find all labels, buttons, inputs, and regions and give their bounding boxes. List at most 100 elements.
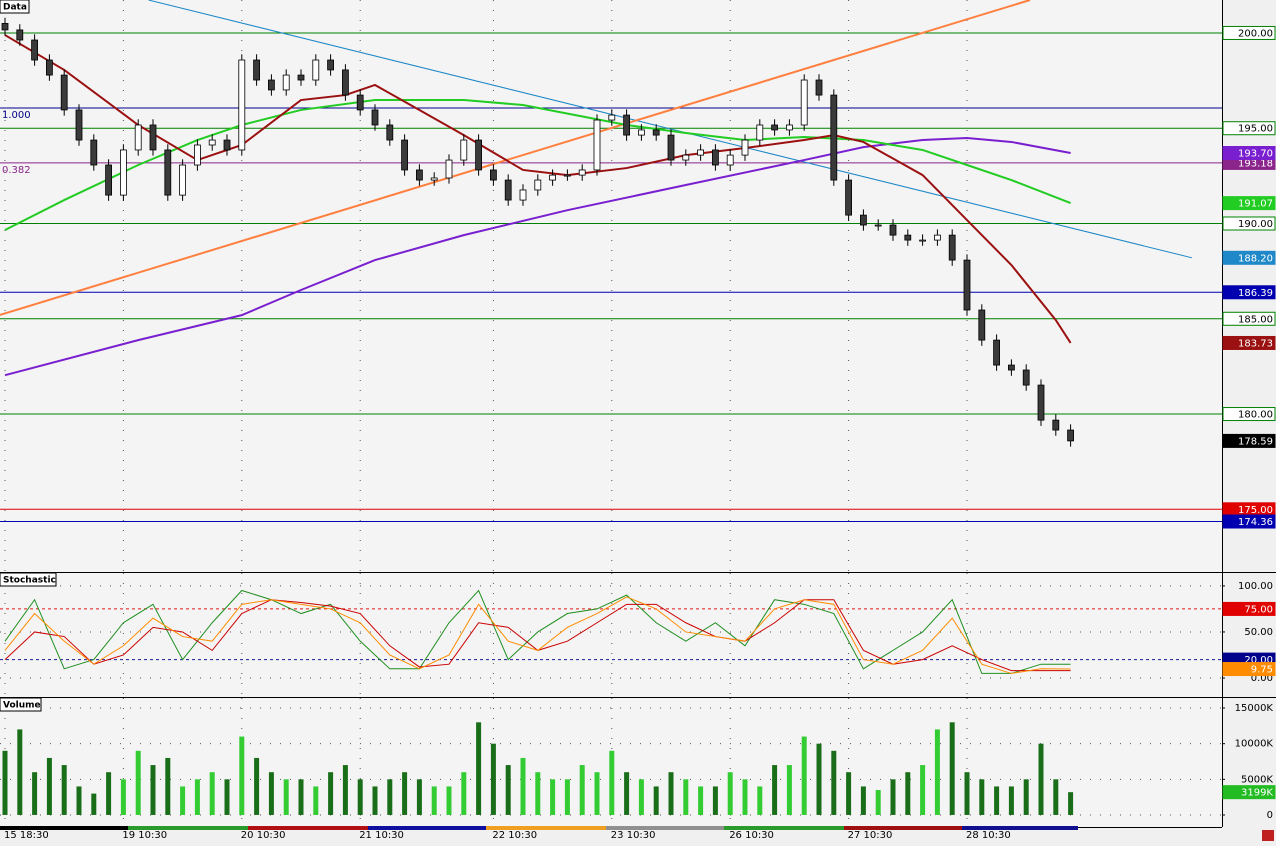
value-tag-label: 190.00 [1238,219,1273,230]
volume-bar [905,772,911,815]
stochastic-panel [0,573,1222,697]
value-tag [1222,514,1276,529]
volume-bar [476,722,482,815]
candle-body [549,174,556,181]
volume-bar [135,750,141,815]
candle-body [519,189,527,201]
candle-body [682,154,690,161]
candle-body [193,144,201,166]
volume-bar [298,779,304,815]
candle-body [860,214,867,226]
value-tag [1222,601,1276,616]
volume-bar [505,765,511,815]
volume-bar [387,779,393,815]
candle-body [60,74,68,111]
ratio-label: 1.000 [2,110,31,121]
candle-body [978,309,986,341]
volume-bar [594,772,600,815]
corner-button[interactable] [1262,830,1274,841]
candle-body [919,239,926,242]
value-tag-label: 200.00 [1238,28,1273,39]
volume-bar [17,729,23,815]
value-tag-label: 186.39 [1238,288,1273,299]
volume-bar [165,757,171,815]
volume-bar [1053,779,1059,815]
volume-bar [91,793,97,815]
candle-body [371,109,379,126]
x-tick-label: 27 10:30 [848,830,893,841]
value-tag [1222,311,1276,326]
candle-body [1022,369,1030,386]
volume-bar [816,743,822,815]
value-tag [1222,335,1276,350]
x-tick-label: 20 10:30 [241,830,286,841]
panel-title-box [0,697,42,712]
candle-body [934,234,941,241]
candle-body [726,154,734,166]
candle-body [356,94,364,111]
volume-bar [2,750,8,815]
volume-bar [772,765,778,815]
value-tag [1222,25,1276,40]
volume-bar [313,786,319,815]
value-tag [1222,121,1276,136]
candle-body [253,59,261,81]
candle-body [1037,384,1045,421]
value-tag-label: 193.18 [1238,158,1273,169]
value-tag-label: 185.00 [1238,314,1273,325]
value-tag-label: 180.00 [1238,410,1273,421]
volume-bar [180,786,186,815]
overlay-line [4,99,1071,231]
candle-body [445,159,453,179]
candle-body [504,179,512,201]
volume-bar [342,765,348,815]
candle-body [179,164,187,196]
series-line [4,589,1071,674]
volume-bar [683,779,689,815]
overlay-line [4,136,1071,377]
value-tag [1222,196,1276,211]
value-tag [1222,407,1276,422]
candle-body [652,129,660,136]
value-tag-label: 20.00 [1244,655,1273,666]
candle-body [1008,364,1015,371]
candle-body [430,177,438,181]
y-tick-label: 15000K [1235,703,1274,714]
panel-title-box [0,572,57,587]
volume-bar [831,750,837,815]
volume-bar [120,779,126,815]
candle-body [134,124,142,151]
value-tag-label: 9.75 [1251,665,1273,676]
volume-bar [535,772,541,815]
candle-body [593,119,601,171]
candle-body [90,139,98,166]
candle-body [31,39,39,61]
candle-body [830,94,838,181]
series-line [4,596,1071,674]
candle-body [267,79,275,91]
value-tag-label: 195.00 [1238,124,1273,135]
candle-body [578,169,586,176]
candle-body [756,124,764,141]
volume-bar [757,786,763,815]
candle-body [105,164,112,196]
volume-bar [328,772,334,815]
candle-body [475,139,483,171]
volume-bar [357,779,363,815]
candle-body [845,179,852,216]
volume-bar [416,779,422,815]
value-tag [1222,785,1276,800]
volume-bar [490,743,496,815]
volume-bar [653,786,659,815]
candle-body [712,149,719,166]
volume-bar [875,790,881,815]
volume-panel [0,698,1222,827]
panel-title: Volume [3,701,41,711]
volume-bar [712,786,718,815]
value-tag-label: 75.00 [1244,604,1273,615]
candle-body [282,74,290,91]
candle-body [815,79,823,96]
x-tick-label: 23 10:30 [611,830,656,841]
candle-body [697,149,704,156]
